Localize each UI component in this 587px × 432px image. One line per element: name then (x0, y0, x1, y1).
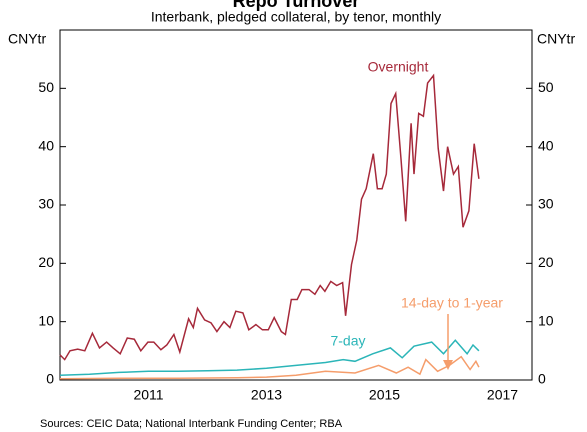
y-tick-label: 20 (38, 254, 54, 270)
y2-tick-label: 0 (538, 371, 546, 387)
y-tick-label: 50 (38, 79, 54, 95)
y2-axis-label: CNYtr (537, 31, 575, 47)
chart-title: Repo Turnover (233, 0, 360, 11)
y2-tick-label: 30 (538, 196, 554, 212)
series-line (59, 355, 480, 380)
x-tick-label: 2015 (369, 387, 400, 403)
y-axis-label: CNYtr (8, 31, 46, 47)
series-line (59, 339, 480, 377)
y-tick-label: 10 (38, 312, 54, 328)
x-tick-label: 2011 (133, 387, 163, 403)
series-label: Overnight (368, 59, 429, 75)
series-label: 14-day to 1-year (401, 295, 503, 311)
y2-tick-label: 50 (538, 79, 554, 95)
chart-subtitle: Interbank, pledged collateral, by tenor,… (151, 9, 441, 25)
y-tick-label: 30 (38, 196, 54, 212)
x-tick-label: 2017 (487, 387, 518, 403)
annotation-arrowhead (443, 360, 453, 370)
y2-tick-label: 20 (538, 254, 554, 270)
y2-tick-label: 40 (538, 137, 554, 153)
source-note: Sources: CEIC Data; National Interbank F… (40, 418, 343, 430)
series-label: 7-day (330, 333, 365, 349)
x-tick-label: 2013 (251, 387, 282, 403)
y-tick-label: 0 (46, 371, 54, 387)
y2-tick-label: 10 (538, 312, 554, 328)
y-tick-label: 40 (38, 137, 54, 153)
series-line (59, 73, 480, 361)
